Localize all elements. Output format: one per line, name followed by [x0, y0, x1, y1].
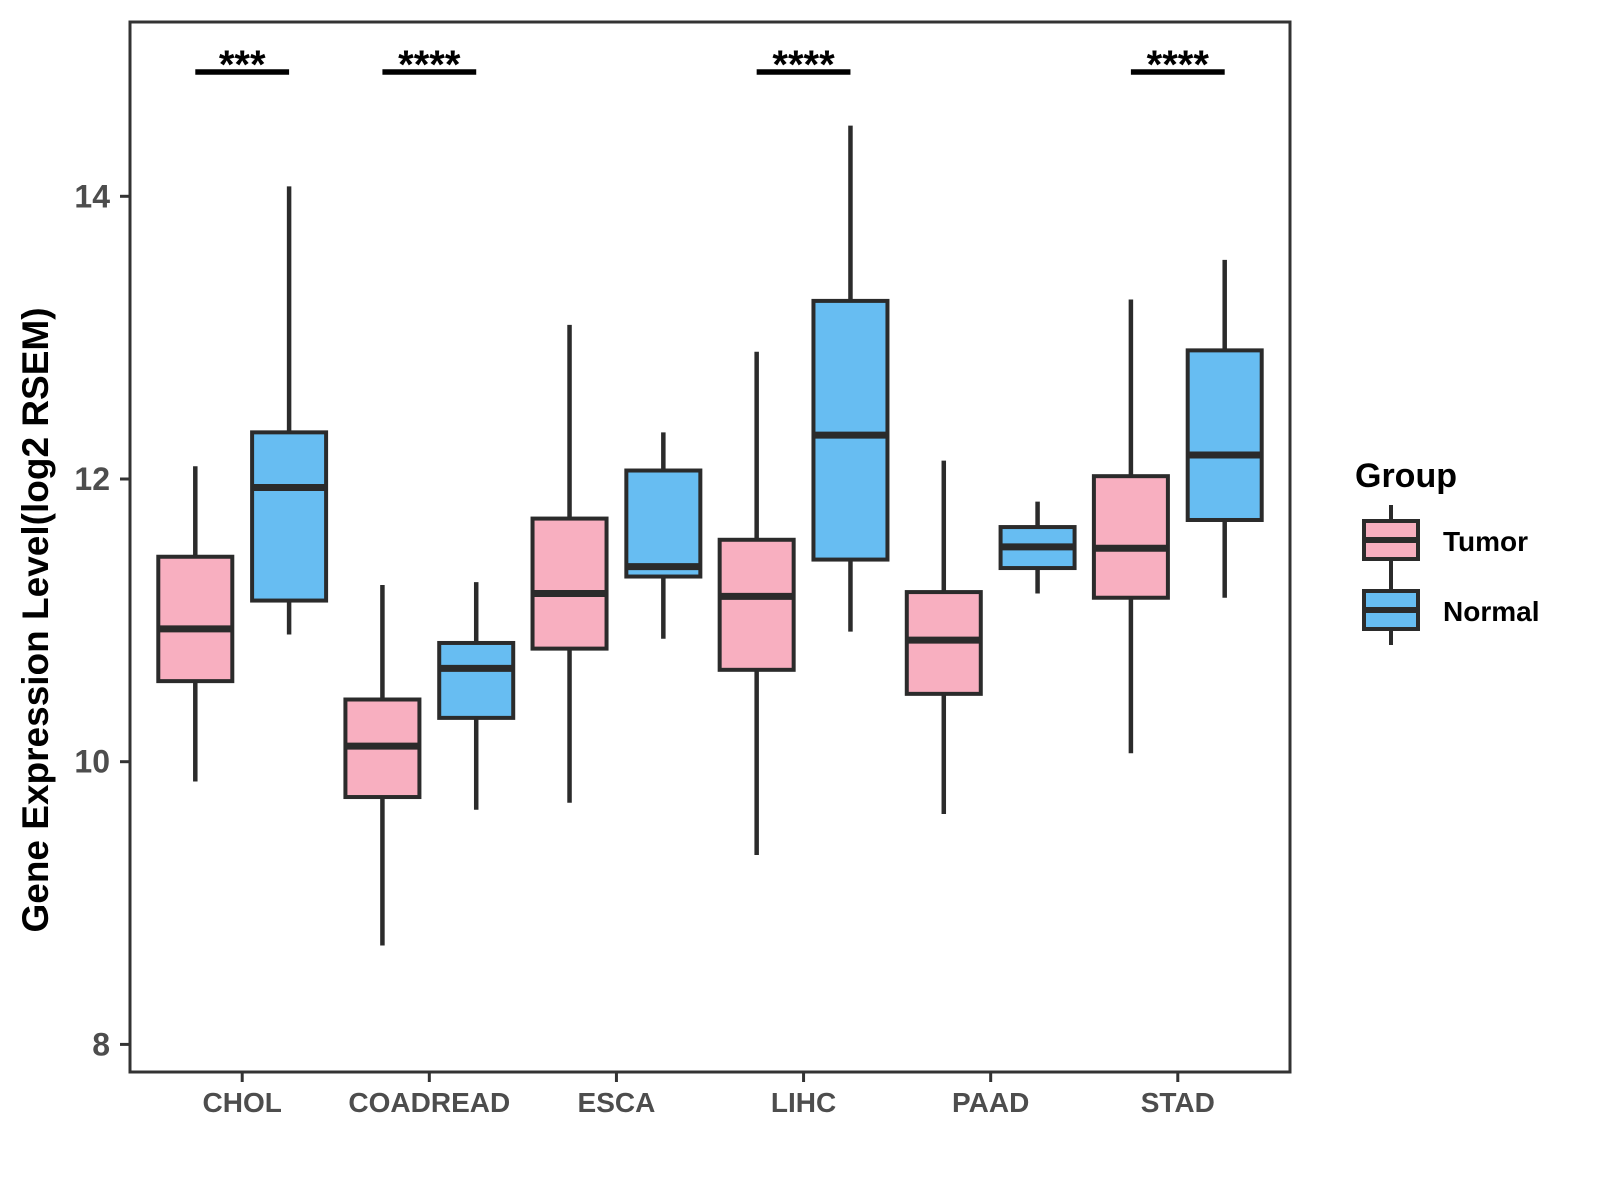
- significance-label-CHOL: ***: [219, 43, 266, 87]
- y-tick-label-10: 10: [74, 744, 110, 780]
- y-axis-title: Gene Expression Level(log2 RSEM): [15, 307, 56, 932]
- category-label-ESCA: ESCA: [578, 1087, 656, 1118]
- category-label-CHOL: CHOL: [203, 1087, 282, 1118]
- category-label-STAD: STAD: [1141, 1087, 1215, 1118]
- significance-label-COADREAD: ****: [398, 43, 461, 87]
- category-label-LIHC: LIHC: [771, 1087, 836, 1118]
- y-tick-label-12: 12: [74, 461, 110, 497]
- y-tick-label-8: 8: [92, 1026, 110, 1062]
- legend-key-tumor: Tumor: [1362, 505, 1528, 575]
- box-Normal-COADREAD: [437, 640, 516, 720]
- box-Normal-STAD: [1185, 348, 1264, 522]
- legend-label-normal: Normal: [1443, 596, 1539, 627]
- y-tick-label-14: 14: [74, 178, 110, 214]
- box-Normal-CHOL: [250, 430, 329, 603]
- legend-label-tumor: Tumor: [1443, 526, 1528, 557]
- legend: Group Tumor Normal: [1355, 457, 1539, 645]
- legend-title: Group: [1355, 457, 1457, 495]
- box-Tumor-ESCA: [530, 516, 609, 651]
- box-Normal-ESCA: [624, 468, 703, 579]
- category-label-COADREAD: COADREAD: [348, 1087, 510, 1118]
- box-Tumor-CHOL: [156, 554, 235, 684]
- box-Normal-LIHC: [811, 298, 890, 562]
- box-Tumor-LIHC: [717, 537, 796, 672]
- box-Tumor-STAD: [1091, 474, 1170, 600]
- significance-label-STAD: ****: [1147, 43, 1210, 87]
- legend-key-normal: Normal: [1362, 575, 1539, 645]
- significance-label-LIHC: ****: [772, 43, 835, 87]
- category-label-PAAD: PAAD: [952, 1087, 1029, 1118]
